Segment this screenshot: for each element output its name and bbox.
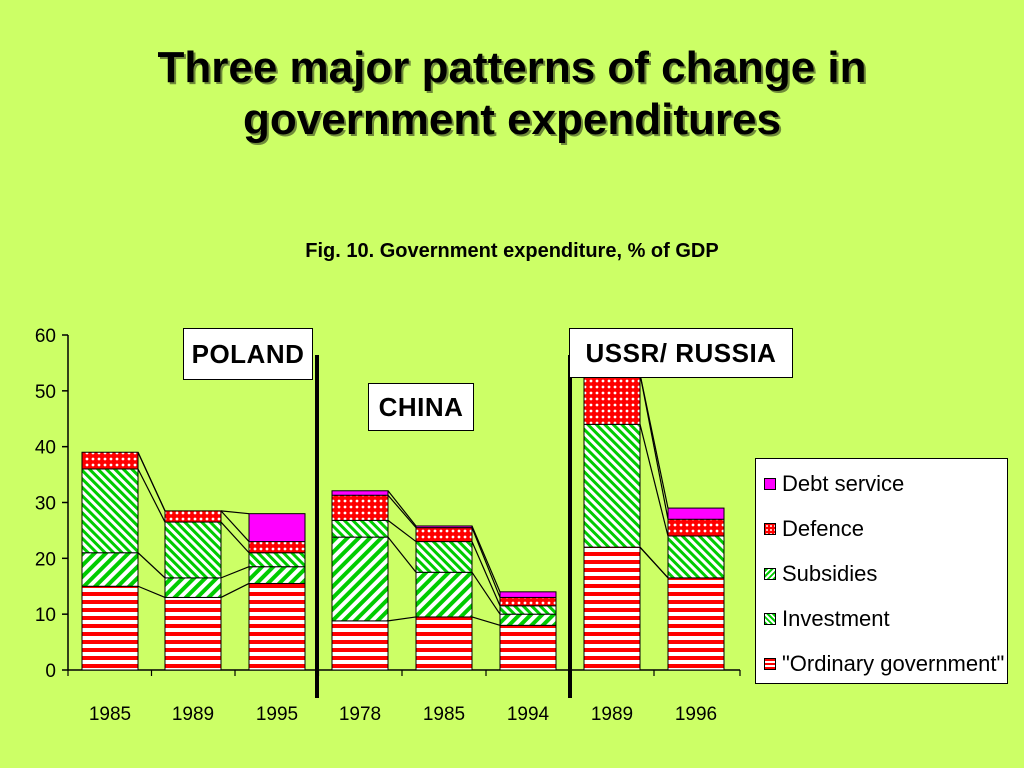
group-label-china: CHINA [368,383,474,431]
x-tick-label: 1995 [256,704,298,725]
series-connector-line [387,616,417,622]
slide-title: Three major patterns of change in govern… [0,42,1024,146]
legend-item-ordinary-government: "Ordinary government" [764,649,1004,679]
y-tick-label: 10 [35,605,56,626]
series-connector-line [471,571,501,615]
bar-segment-ordinary-government-1 [164,596,222,671]
series-connector-line [387,519,417,543]
bar-segment-investment-0 [81,552,139,587]
series-connector-line [220,582,250,598]
series-connector-line [137,468,166,523]
bar-segment-investment-3 [331,536,389,622]
series-connector-line [387,536,417,573]
legend-label-debt-service: Debt service [782,471,905,496]
series-connector-line [471,541,501,607]
bar-segment-investment-1 [164,577,222,598]
series-connector-line [137,585,166,598]
series-connector-line [471,525,501,593]
series-connector-line [220,566,250,579]
legend-item-investment: Investment [764,604,890,634]
y-tick-label: 60 [35,326,56,347]
series-connector-line [220,521,250,554]
series-connector-line [471,616,501,626]
legend-swatch-debt-service [764,478,776,490]
legend-swatch-ordinary-government [764,658,776,670]
bar-segment-investment-5 [499,613,557,626]
x-tick-label: 1985 [89,704,131,725]
bar-segment-ordinary-government-2 [248,582,306,671]
legend-item-debt-service: Debt service [764,469,904,499]
legend-label-defence: Defence [782,516,864,541]
series-connector-line [639,373,669,509]
x-tick-label: 1985 [423,704,465,725]
bar-segment-ordinary-government-0 [81,585,139,671]
legend-swatch-investment [764,613,776,625]
y-tick-label: 50 [35,382,56,403]
group-label-ussr-russia: USSR/ RUSSIA [569,328,793,378]
bar-segment-defence-6 [583,373,641,425]
series-connector-line [387,494,417,529]
series-connector-line [639,424,669,537]
bar-segment-defence-2 [248,541,306,554]
series-connector-line [220,510,250,542]
x-tick-label: 1996 [675,704,717,725]
bar-segment-ordinary-government-4 [415,616,473,671]
bar-segment-ordinary-government-3 [331,620,389,671]
bar-segment-subsidies-5 [499,605,557,615]
slide-title-line-2: government expenditures [243,95,781,144]
legend-item-defence: Defence [764,514,864,544]
legend-label-investment: Investment [782,606,890,631]
bar-segment-debt-service-3 [331,490,389,496]
chart-title: Fig. 10. Government expenditure, % of GD… [305,240,719,262]
bar-segment-defence-0 [81,451,139,470]
legend-label-ordinary-government: "Ordinary government" [782,651,1005,676]
bar-segment-ordinary-government-7 [667,577,725,671]
x-tick-label: 1989 [172,704,214,725]
bar-segment-subsidies-6 [583,423,641,548]
x-tick-label: 1978 [339,704,381,725]
legend-swatch-subsidies [764,568,776,580]
bar-segment-subsidies-3 [331,519,389,538]
series-connector-line [639,546,669,579]
bar-segment-debt-service-4 [415,525,473,529]
legend-item-subsidies: Subsidies [764,559,877,589]
series-connector-line [137,552,166,579]
slide-title-line-1: Three major patterns of change in [157,43,867,92]
bar-segment-defence-1 [164,510,222,523]
y-tick-label: 40 [35,438,56,459]
legend-swatch-defence [764,523,776,535]
bar-segment-debt-service-2 [248,513,306,543]
bar-segment-ordinary-government-6 [583,546,641,671]
bar-segment-defence-7 [667,518,725,537]
group-label-poland: POLAND [183,328,313,380]
bar-segment-subsidies-4 [415,541,473,573]
series-connector-line [387,490,417,527]
bar-segment-subsidies-7 [667,535,725,579]
legend-label-subsidies: Subsidies [782,561,878,586]
chart-legend: Debt service Defence Subsidies Investmen… [755,458,1008,684]
x-tick-label: 1989 [591,704,633,725]
bar-segment-debt-service-5 [499,591,557,598]
bar-segment-subsidies-0 [81,468,139,554]
bar-segment-subsidies-1 [164,521,222,579]
series-connector-line [137,451,166,512]
bar-segment-subsidies-2 [248,552,306,568]
y-tick-label: 0 [45,661,56,682]
x-tick-label: 1994 [507,704,550,725]
bar-segment-debt-service-7 [667,507,725,520]
y-tick-label: 20 [35,549,56,570]
bar-segment-defence-5 [499,596,557,607]
series-connector-line [220,510,250,515]
y-tick-label: 30 [35,494,56,515]
bar-segment-defence-4 [415,527,473,543]
bar-segment-investment-4 [415,571,473,618]
bar-segment-ordinary-government-5 [499,624,557,671]
bar-segment-defence-3 [331,494,389,521]
bar-segment-investment-2 [248,566,306,584]
series-connector-line [471,527,501,598]
